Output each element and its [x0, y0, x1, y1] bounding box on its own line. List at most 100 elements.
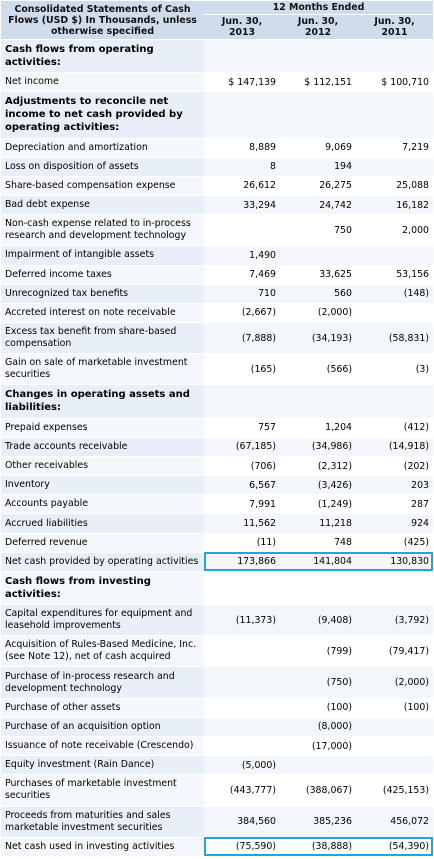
value-cell: 24,742 — [280, 195, 356, 216]
value-cell — [280, 755, 356, 776]
value-cell: 33,625 — [280, 265, 356, 285]
value-cell — [356, 245, 434, 266]
table-row: Depreciation and amortization 8,889 9,069 7… — [1, 138, 434, 158]
line-item-label: Purchase of an acquisition option — [1, 717, 204, 737]
value-cell — [204, 698, 280, 718]
column-header-2011: Jun. 30, 2011 — [356, 14, 434, 40]
value-cell: (11) — [204, 533, 280, 553]
line-item-label: Purchases of marketable investment secur… — [1, 774, 204, 807]
value-cell: 11,562 — [204, 513, 280, 534]
value-cell: 710 — [204, 284, 280, 304]
value-cell: (2,312) — [280, 456, 356, 477]
value-cell: (11,373) — [204, 604, 280, 637]
value-cell: 1,490 — [204, 245, 280, 266]
value-cell: (3) — [356, 353, 434, 386]
value-cell — [356, 717, 434, 737]
table-row: Net income $ 147,139 $ 112,151 $ 100,710 — [1, 72, 434, 93]
value-cell: (388,067) — [280, 774, 356, 807]
value-cell: 1,204 — [280, 418, 356, 438]
value-cell: 25,088 — [356, 176, 434, 197]
table-row: Purchase of an acquisition option (8,000) — [1, 717, 434, 737]
value-cell: (100) — [280, 698, 356, 718]
value-cell: 385,236 — [280, 806, 356, 838]
value-cell — [204, 635, 280, 668]
line-item-label: Bad debt expense — [1, 195, 204, 216]
line-item-label: Unrecognized tax benefits — [1, 284, 204, 304]
line-item-label: Net cash used in investing activities — [1, 837, 204, 857]
table-row: Share-based compensation expense 26,612 26… — [1, 176, 434, 197]
value-cell — [280, 384, 356, 419]
value-cell: (443,777) — [204, 774, 280, 807]
value-cell — [204, 39, 280, 74]
value-cell — [204, 736, 280, 757]
value-cell: (799) — [280, 635, 356, 668]
value-cell: (148) — [356, 284, 434, 304]
value-cell: 130,830 — [356, 552, 434, 572]
value-cell: 53,156 — [356, 265, 434, 285]
line-item-label: Capital expenditures for equipment and l… — [1, 604, 204, 637]
line-item-label: Other receivables — [1, 456, 204, 477]
value-cell: (165) — [204, 353, 280, 386]
table-row: Excess tax benefit from share-based comp… — [1, 322, 434, 355]
value-cell: $ 112,151 — [280, 72, 356, 93]
section-label: Changes in operating assets and liabilit… — [1, 384, 204, 419]
value-cell: 26,275 — [280, 176, 356, 197]
value-cell — [280, 571, 356, 606]
value-cell: (425,153) — [356, 774, 434, 807]
value-cell: $ 147,139 — [204, 72, 280, 93]
line-item-label: Proceeds from maturities and sales marke… — [1, 806, 204, 838]
section-header-row: Cash flows from investing activities: — [1, 571, 434, 606]
line-item-label: Deferred revenue — [1, 533, 204, 553]
line-item-label: Non-cash expense related to in-process r… — [1, 214, 204, 247]
value-cell: (706) — [204, 456, 280, 477]
value-cell: (2,000) — [280, 303, 356, 324]
table-row: Gain on sale of marketable investment se… — [1, 353, 434, 386]
value-cell: (1,249) — [280, 494, 356, 515]
value-cell: (566) — [280, 353, 356, 386]
line-item-label: Excess tax benefit from share-based comp… — [1, 322, 204, 355]
value-cell: (14,918) — [356, 437, 434, 457]
table-row: Inventory 6,567 (3,426) 203 — [1, 475, 434, 496]
table-row: Purchases of marketable investment secur… — [1, 774, 434, 807]
section-header-row: Cash flows from operating activities: — [1, 39, 434, 74]
value-cell: (425) — [356, 533, 434, 553]
line-item-label: Issuance of note receivable (Crescendo) — [1, 736, 204, 757]
value-cell: (2,000) — [356, 666, 434, 699]
value-cell: (9,408) — [280, 604, 356, 637]
value-cell: 757 — [204, 418, 280, 438]
line-item-label: Share-based compensation expense — [1, 176, 204, 197]
line-item-label: Depreciation and amortization — [1, 138, 204, 158]
value-cell — [204, 214, 280, 247]
value-cell: (67,185) — [204, 437, 280, 457]
value-cell: 203 — [356, 475, 434, 496]
line-item-label: Accounts payable — [1, 494, 204, 515]
value-cell — [356, 755, 434, 776]
value-cell: (7,888) — [204, 322, 280, 355]
table-row: Accreted interest on note receivable (2,6… — [1, 303, 434, 324]
line-item-label: Equity investment (Rain Dance) — [1, 755, 204, 776]
table-row: Accounts payable 7,991 (1,249) 287 — [1, 494, 434, 515]
value-cell: 194 — [280, 157, 356, 177]
table-row: Capital expenditures for equipment and l… — [1, 604, 434, 637]
value-cell — [356, 39, 434, 74]
table-row: Purchase of other assets (100) (100) — [1, 698, 434, 718]
value-cell: (202) — [356, 456, 434, 477]
table-row: Impairment of intangible assets 1,490 — [1, 245, 434, 266]
value-cell: 456,072 — [356, 806, 434, 838]
value-cell: 9,069 — [280, 138, 356, 158]
line-item-label: Purchase of in-process research and deve… — [1, 666, 204, 699]
value-cell: (34,193) — [280, 322, 356, 355]
table-row: Other receivables (706) (2,312) (202) — [1, 456, 434, 477]
line-item-label: Accreted interest on note receivable — [1, 303, 204, 324]
section-label: Adjustments to reconcile net income to n… — [1, 91, 204, 139]
value-cell: (58,831) — [356, 322, 434, 355]
value-cell: 750 — [280, 214, 356, 247]
table-row: Deferred revenue (11) 748 (425) — [1, 533, 434, 553]
value-cell: 8,889 — [204, 138, 280, 158]
value-cell: (750) — [280, 666, 356, 699]
value-cell — [356, 571, 434, 606]
value-cell — [356, 384, 434, 419]
value-cell: 33,294 — [204, 195, 280, 216]
